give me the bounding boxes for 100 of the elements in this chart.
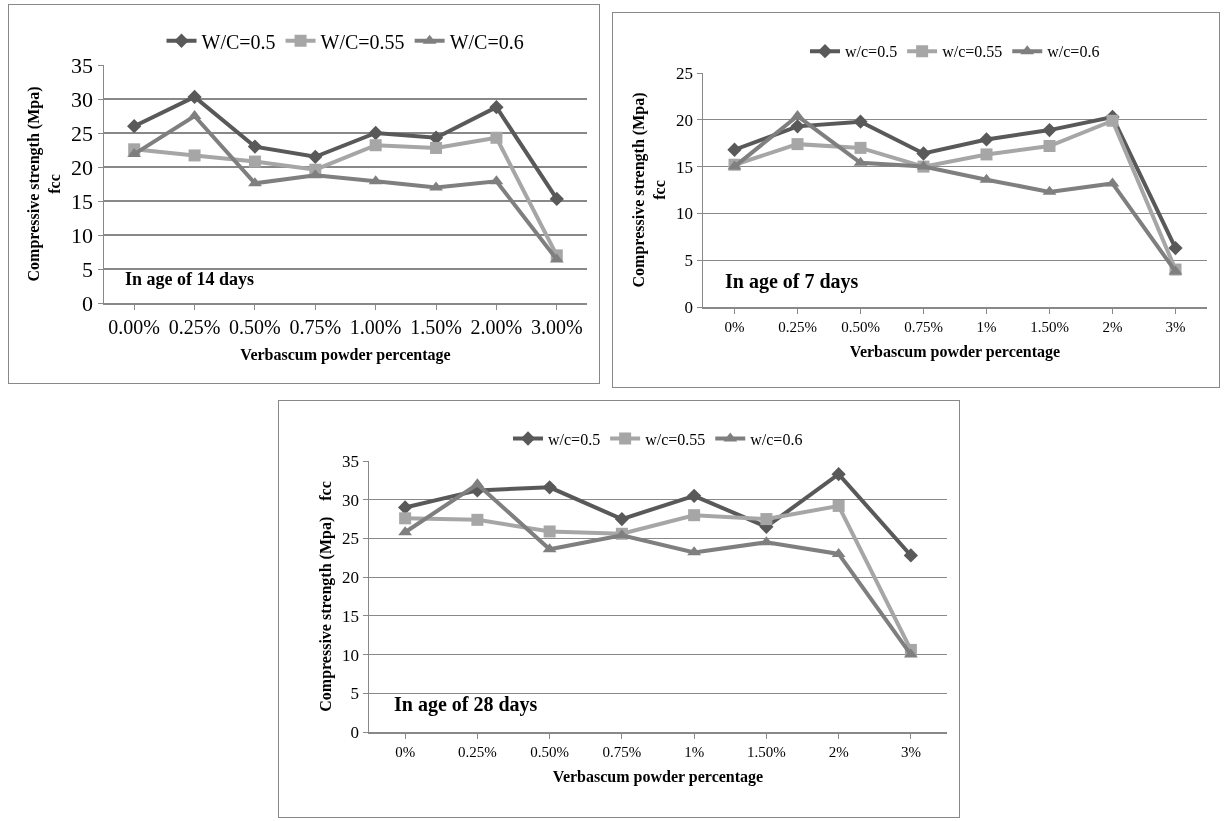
point — [308, 149, 323, 164]
x-tick-label: 2% — [1102, 318, 1123, 335]
annotation: In age of 14 days — [125, 269, 255, 289]
y-tick-label: 20 — [676, 110, 694, 130]
y-tick-label: 0 — [350, 722, 360, 742]
point — [471, 513, 484, 526]
point — [543, 525, 556, 538]
x-tick-label: 0.75% — [602, 743, 642, 760]
point — [247, 139, 263, 154]
y-tick-label: 30 — [71, 86, 94, 112]
y-tick-label: 5 — [350, 684, 360, 704]
y-tick-label: 25 — [676, 63, 694, 83]
x-tick-label: 0.50% — [229, 315, 281, 338]
y-tick-label: 10 — [342, 645, 360, 665]
point — [903, 548, 919, 563]
x-tick-label: 0.00% — [108, 315, 161, 338]
point — [916, 146, 931, 161]
legend-label: W/C=0.6 — [449, 30, 524, 53]
x-tick-label: 0.25% — [168, 315, 221, 338]
point — [1106, 114, 1119, 127]
y-tick-label: 30 — [342, 490, 360, 510]
x-tick-label: 1.50% — [410, 315, 462, 338]
point — [760, 513, 773, 526]
point — [430, 141, 443, 154]
point — [614, 511, 630, 527]
point — [187, 89, 202, 105]
x-axis-title: Verbascum powder percentage — [240, 345, 451, 364]
y-tick-label: 25 — [342, 529, 360, 549]
y-axis-title: Compressive strength (Mpa) fcc — [25, 86, 64, 282]
point — [248, 155, 261, 168]
x-tick-label: 3% — [900, 743, 921, 760]
y-tick-label: 15 — [71, 188, 94, 214]
point — [490, 131, 503, 144]
x-tick-label: 3.00% — [530, 315, 583, 338]
x-tick-label: 0.75% — [904, 318, 943, 335]
x-tick-label: 1% — [684, 743, 705, 760]
x-tick-label: 0.25% — [458, 743, 497, 760]
y-tick-label: 25 — [71, 120, 94, 146]
point — [127, 119, 142, 134]
point — [979, 132, 994, 147]
x-tick-label: 0% — [395, 743, 416, 760]
y-axis-title: Compressive strength (Mpa) fcc — [630, 92, 669, 288]
y-tick-label: 20 — [342, 568, 360, 588]
legend-label: W/C=0.5 — [201, 30, 276, 53]
legend-label: w/c=0.55 — [942, 43, 1003, 61]
point — [1043, 140, 1056, 153]
point — [854, 141, 867, 154]
x-tick-label: 0.50% — [841, 318, 880, 335]
annotation: In age of 28 days — [394, 693, 538, 716]
point — [1168, 240, 1183, 256]
legend-label: w/c=0.6 — [750, 430, 803, 448]
y-tick-label: 0 — [82, 290, 94, 316]
legend-label: w/c=0.6 — [1047, 43, 1100, 61]
y-tick-label: 5 — [684, 251, 694, 271]
y-tick-label: 35 — [342, 451, 360, 471]
x-tick-label: 0.50% — [530, 743, 570, 760]
point — [489, 100, 504, 115]
point — [368, 125, 383, 141]
x-tick-label: 2.00% — [470, 315, 523, 338]
x-tick-label: 2% — [828, 743, 849, 760]
y-tick-label: 10 — [71, 222, 94, 248]
y-tick-label: 15 — [676, 157, 694, 177]
point — [248, 177, 262, 187]
point — [542, 480, 557, 495]
point — [790, 119, 805, 134]
point — [727, 142, 742, 157]
point — [686, 488, 702, 503]
point — [688, 509, 701, 522]
x-tick-label: 3% — [1165, 318, 1186, 335]
x-tick-label: 0.75% — [289, 315, 342, 338]
legend-label: w/c=0.55 — [645, 430, 706, 448]
y-tick-label: 10 — [676, 204, 694, 224]
y-tick-label: 35 — [71, 52, 94, 78]
x-axis-title: Verbascum powder percentage — [849, 342, 1061, 361]
x-tick-label: 1.00% — [349, 315, 402, 338]
y-axis-title: Compressive strength (Mpa) fcc — [317, 481, 336, 712]
point — [831, 467, 846, 482]
point — [369, 139, 382, 152]
y-tick-label: 5 — [82, 256, 94, 282]
annotation: In age of 7 days — [725, 270, 859, 293]
x-tick-label: 0% — [724, 318, 745, 335]
y-tick-label: 0 — [684, 297, 694, 317]
y-tick-label: 20 — [71, 154, 94, 180]
point — [429, 181, 443, 191]
point — [791, 138, 804, 151]
point — [832, 499, 845, 512]
y-tick-label: 15 — [342, 606, 360, 626]
point — [188, 149, 201, 162]
point — [399, 512, 412, 525]
x-axis-title: Verbascum powder percentage — [552, 767, 764, 786]
legend-label: w/c=0.5 — [845, 43, 898, 61]
point — [397, 500, 413, 515]
point — [853, 114, 868, 129]
legend-label: W/C=0.55 — [320, 30, 405, 53]
x-tick-label: 0.25% — [778, 318, 817, 335]
point — [980, 148, 993, 161]
point — [1042, 122, 1057, 138]
x-tick-label: 1% — [976, 318, 997, 335]
point — [549, 191, 564, 207]
x-tick-label: 1.50% — [747, 743, 786, 760]
